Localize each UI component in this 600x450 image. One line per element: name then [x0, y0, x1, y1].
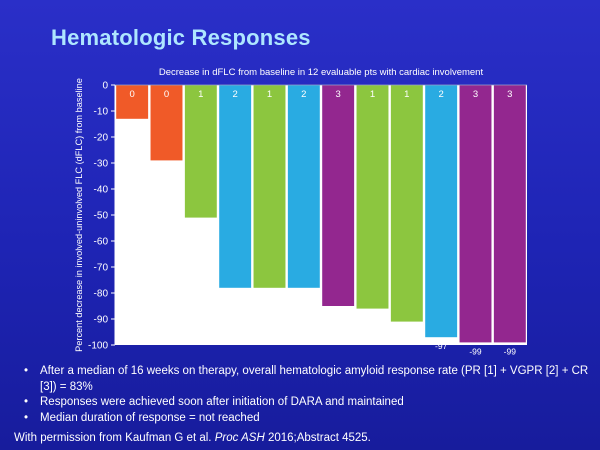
bar-response-label: 3 — [507, 89, 512, 100]
bar-response-label: 3 — [473, 89, 478, 100]
bullet-text: Responses were achieved soon after initi… — [40, 396, 404, 408]
bar-response-label: 3 — [336, 89, 341, 100]
bar — [356, 85, 389, 309]
bar — [219, 85, 252, 288]
bar — [493, 85, 526, 343]
chart-svg: Decrease in dFLC from baseline in 12 eva… — [74, 67, 527, 356]
bar-response-label: 0 — [130, 89, 135, 100]
bullet-marker: • — [24, 365, 29, 377]
chart-title: Decrease in dFLC from baseline in 12 eva… — [159, 67, 484, 78]
bar-response-label: 1 — [198, 89, 203, 100]
y-tick-label: -30 — [94, 159, 109, 170]
y-tick-label: -50 — [94, 211, 109, 222]
y-tick-label: -60 — [94, 237, 109, 248]
source-credit: With permission from Kaufman G et al. Pr… — [14, 432, 371, 444]
bar-value-label: -78 — [229, 292, 242, 302]
bar-response-label: 1 — [370, 89, 375, 100]
bar-value-label: -99 — [504, 346, 517, 356]
y-tick-label: -90 — [94, 315, 109, 326]
y-tick-label: -70 — [94, 263, 109, 274]
y-tick-label: 0 — [102, 81, 108, 92]
bar — [150, 85, 183, 161]
bar-value-label: -78 — [298, 292, 311, 302]
bar-value-label: -78 — [263, 292, 276, 302]
bar — [253, 85, 286, 288]
credit-prefix: With permission from Kaufman G et al. — [14, 432, 215, 444]
bar — [390, 85, 423, 322]
bar-value-label: -29 — [160, 164, 173, 174]
y-tick-label: -100 — [88, 341, 108, 352]
bullet-list: • After a median of 16 weeks on therapy, … — [14, 364, 594, 426]
bullet-item: • After a median of 16 weeks on therapy, … — [14, 364, 594, 395]
bar-value-label: -86 — [366, 313, 379, 323]
bullet-marker: • — [24, 396, 29, 408]
bullet-item: • Median duration of response = not reach… — [14, 411, 594, 427]
bullet-marker: • — [24, 411, 29, 424]
y-tick-label: -20 — [94, 133, 109, 144]
waterfall-chart: Decrease in dFLC from baseline in 12 eva… — [74, 67, 527, 356]
y-tick-label: -80 — [94, 289, 109, 300]
bar-response-label: 1 — [404, 89, 409, 100]
slide-title: Hematologic Responses — [51, 25, 311, 50]
bar-value-label: -97 — [435, 341, 448, 351]
bar-response-label: 2 — [301, 89, 306, 100]
credit-journal: Proc ASH — [214, 432, 265, 444]
y-tick-label: -40 — [94, 185, 109, 196]
credit-suffix: 2016;Abstract 4525. — [264, 432, 371, 444]
bullet-text: Median duration of response = not reache… — [40, 411, 260, 424]
bar-value-label: -51 — [195, 222, 208, 232]
bar — [322, 85, 355, 306]
bullet-text: After a median of 16 weeks on therapy, o… — [40, 365, 589, 393]
bullet-item: • Responses were achieved soon after init… — [14, 395, 594, 411]
bar-value-label: -85 — [332, 310, 345, 320]
bar — [459, 85, 492, 343]
bar-value-label: -91 — [401, 326, 414, 336]
y-axis-label: Percent decrease in involved-uninvolved … — [74, 78, 84, 352]
plot-area — [115, 85, 527, 345]
bar — [184, 85, 217, 218]
y-tick-label: -10 — [94, 107, 109, 118]
bar — [116, 85, 149, 119]
bar — [425, 85, 458, 338]
bar-value-label: -99 — [469, 346, 482, 356]
bar-response-label: 2 — [439, 89, 444, 100]
bar-response-label: 2 — [233, 89, 238, 100]
bar-response-label: 1 — [267, 89, 272, 100]
bar-value-label: -13 — [126, 123, 139, 133]
bar-response-label: 0 — [164, 89, 169, 100]
bar — [287, 85, 320, 288]
